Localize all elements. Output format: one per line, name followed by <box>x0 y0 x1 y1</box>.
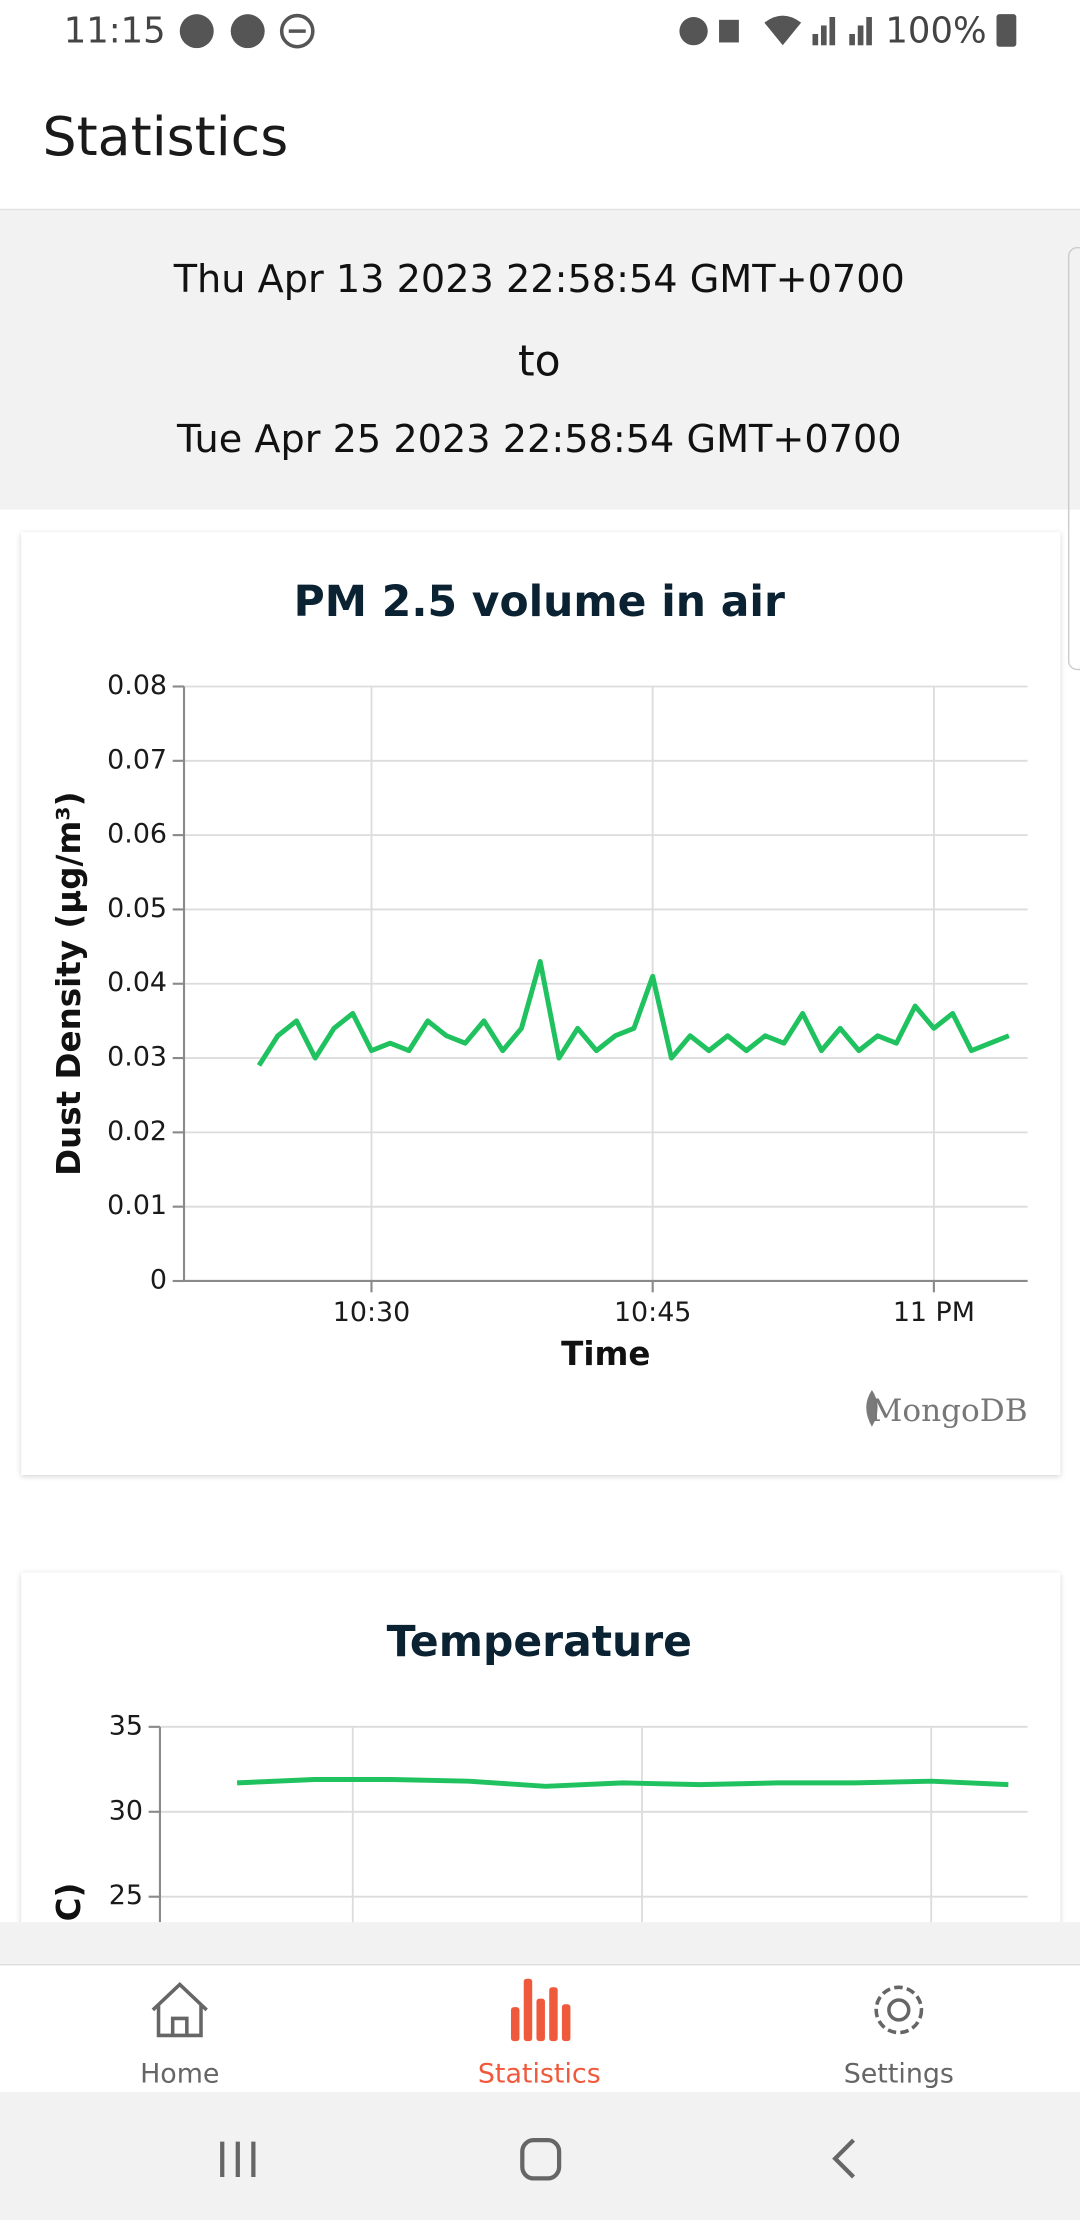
y-tick-label: 0.03 <box>107 1042 167 1073</box>
y-tick-label: 0.07 <box>107 744 167 775</box>
chart-title: Temperature <box>387 1618 692 1667</box>
watermark: MongoDB <box>870 1393 1027 1429</box>
y-tick-label: 0 <box>150 1264 167 1295</box>
system-nav <box>0 2092 1080 2220</box>
nav-label[interactable]: Home <box>140 2059 219 2090</box>
nav-label[interactable]: Settings <box>844 2059 954 2090</box>
pm-chart: PM 2.5 volume in air 0 0.01 0.02 0.03 0.04 0.0… <box>50 578 1028 1373</box>
y-tick-label: 30 <box>109 1795 143 1826</box>
app-header <box>0 0 1080 210</box>
y-tick-label: 0.08 <box>107 670 167 701</box>
chart-card <box>21 532 1061 1475</box>
statistics-icon[interactable] <box>510 1978 571 2042</box>
system-buttons[interactable] <box>220 2138 856 2181</box>
nav-label[interactable]: Statistics <box>478 2059 601 2090</box>
chart-card <box>21 1572 1061 1923</box>
mongodb-logo <box>866 1389 878 1427</box>
chart-title: PM 2.5 volume in air <box>294 578 785 627</box>
y-tick-label: 0.04 <box>107 967 167 998</box>
y-tick-label: 0.06 <box>107 819 167 850</box>
data-line <box>256 958 1010 1067</box>
data-line <box>236 1777 1009 1789</box>
y-tick-label: 0.02 <box>107 1116 167 1147</box>
x-tick-label: 10:30 <box>333 1297 410 1328</box>
y-axis-label: (°C) <box>50 1883 88 1953</box>
status-icons-right <box>679 14 1017 47</box>
status-time: 11:15 <box>64 11 166 52</box>
y-tick-label: 0.01 <box>107 1190 167 1221</box>
x-axis-label: Time <box>561 1335 650 1373</box>
page-title: Statistics <box>42 105 288 168</box>
x-tick-label: 10:45 <box>614 1297 691 1328</box>
date-from: Thu Apr 13 2023 22:58:54 GMT+0700 <box>173 258 905 302</box>
home-icon[interactable] <box>151 1982 208 2038</box>
y-axis-label: Dust Density (µg/m³) <box>50 792 88 1176</box>
settings-icon[interactable] <box>874 1985 924 2035</box>
x-tick-label: 11 PM <box>893 1297 975 1328</box>
status-battery: 100% <box>885 11 986 52</box>
scroll-indicator <box>1067 246 1080 671</box>
spacer <box>0 1922 1080 1965</box>
y-tick-label: 25 <box>109 1880 143 1911</box>
date-to: Tue Apr 25 2023 22:58:54 GMT+0700 <box>176 418 902 462</box>
y-tick-label: 0.05 <box>107 893 167 924</box>
y-tick-label: 35 <box>109 1710 143 1741</box>
date-separator: to <box>518 337 561 386</box>
status-icons-left <box>179 13 315 49</box>
